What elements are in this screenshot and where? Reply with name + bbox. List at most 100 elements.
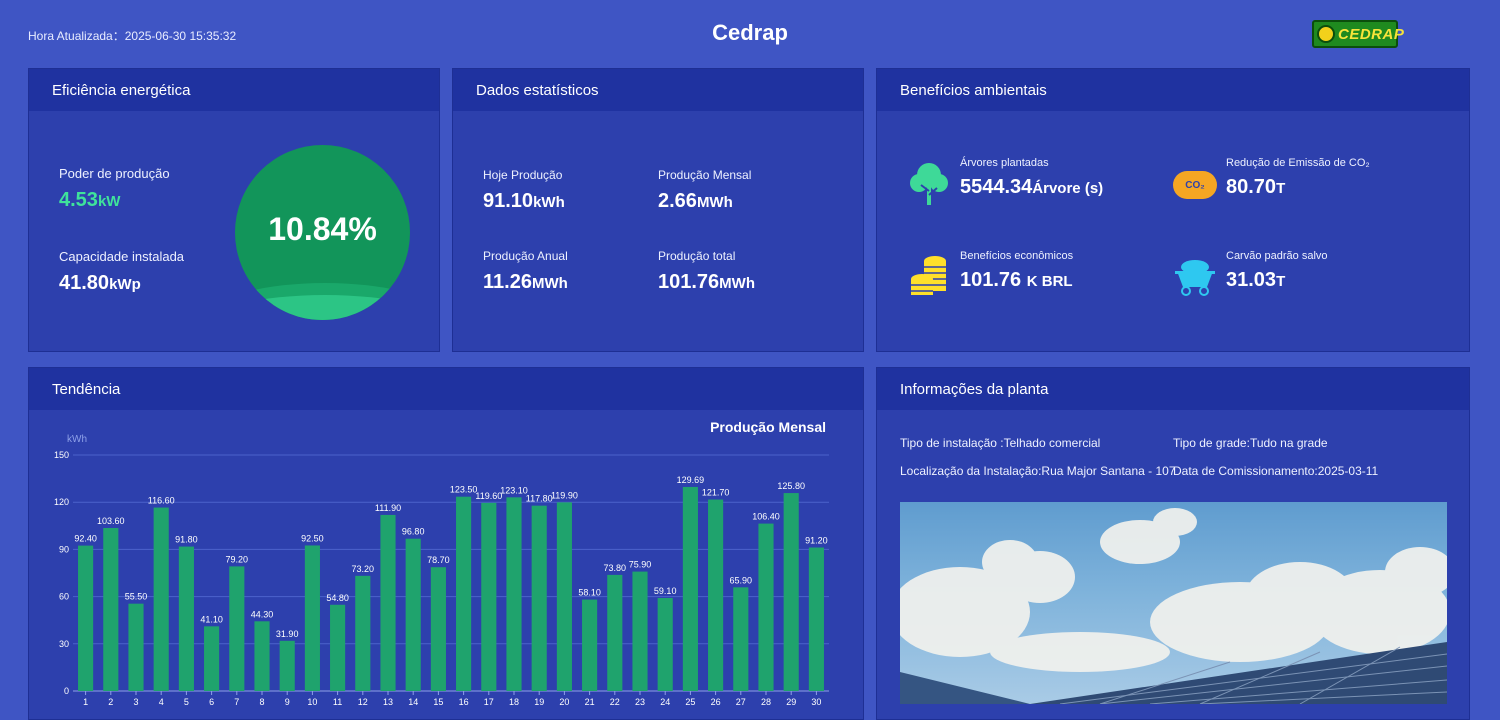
bar-data-label: 111.90 <box>375 503 401 513</box>
chart-bar <box>254 621 270 691</box>
trend-panel: Tendência Produção Mensal kWh 0 30 60 90 120 15… <box>28 367 864 720</box>
x-tick-label: 22 <box>610 697 620 707</box>
bar-data-label: 119.90 <box>551 490 578 500</box>
chart-bar <box>405 538 421 691</box>
bar-data-label: 91.20 <box>805 536 828 546</box>
x-tick-label: 26 <box>711 697 721 707</box>
chart-bar <box>808 547 824 691</box>
bar-data-label: 58.10 <box>578 588 601 598</box>
trend-panel-title: Tendência <box>29 368 863 410</box>
capacity-label: Capacidade instalada <box>59 249 185 264</box>
annual-production-label: Produção Anual <box>483 249 568 263</box>
trees-value: 5544.34Árvore (s) <box>960 176 1104 198</box>
bar-data-label: 92.50 <box>301 533 324 543</box>
x-tick-label: 24 <box>660 697 670 707</box>
chart-bar <box>153 507 169 691</box>
chart-bar <box>733 587 749 691</box>
monthly-production-label: Produção Mensal <box>658 168 752 182</box>
chart-bar <box>708 499 724 691</box>
y-tick-label: 30 <box>59 639 69 649</box>
x-tick-label: 27 <box>736 697 746 707</box>
bar-data-label: 116.60 <box>148 496 175 506</box>
efficiency-ratio: 10.84% <box>268 211 377 247</box>
y-tick-label: 150 <box>54 450 69 460</box>
bar-data-label: 78.70 <box>427 555 450 565</box>
bar-data-label: 92.40 <box>74 534 97 544</box>
bar-data-label: 65.90 <box>730 575 753 585</box>
coal-saved-value: 31.03T <box>1226 269 1286 291</box>
coal-saved-label: Carvão padrão salvo <box>1226 250 1328 262</box>
bar-data-label: 123.10 <box>500 485 528 495</box>
chart-bar <box>380 514 396 691</box>
co2-cloud-icon: CO₂ <box>1173 171 1217 199</box>
plant-info-panel: Informações da planta Tipo de instalação… <box>876 367 1470 720</box>
chart-bar <box>682 486 698 691</box>
logo-mark-icon <box>1317 25 1335 43</box>
x-tick-label: 11 <box>333 697 342 707</box>
y-tick-label: 90 <box>59 544 69 554</box>
chart-bar <box>481 502 497 691</box>
chart-bar <box>657 598 673 691</box>
x-tick-label: 2 <box>108 697 113 707</box>
top-bar: Hora Atualizada：2025-06-30 15:35:32 Cedr… <box>0 0 1500 66</box>
logo-text: CEDRAP <box>1338 25 1405 43</box>
commissioning-date: Data de Comissionamento:2025-03-11 <box>1173 464 1379 478</box>
today-production-value: 91.10kWh <box>483 190 565 212</box>
x-tick-label: 25 <box>685 697 695 707</box>
x-tick-label: 12 <box>358 697 368 707</box>
chart-bar <box>430 567 446 691</box>
chart-bar <box>279 640 295 691</box>
bar-data-label: 96.80 <box>402 527 425 537</box>
tree-icon <box>910 163 948 205</box>
bar-data-label: 44.30 <box>251 609 274 619</box>
x-tick-label: 23 <box>635 697 645 707</box>
x-tick-label: 18 <box>509 697 519 707</box>
gauge-wave-front <box>235 295 410 320</box>
bar-data-label: 75.90 <box>629 560 652 570</box>
y-axis-unit-label: kWh <box>67 434 87 445</box>
bar-data-label: 119.60 <box>475 491 502 501</box>
chart-title: Produção Mensal <box>710 419 826 435</box>
chart-bar <box>304 545 320 691</box>
annual-production-value: 11.26MWh <box>483 271 568 293</box>
environment-panel: Benefícios ambientais Árvores plantadas … <box>876 68 1470 352</box>
statistics-panel: Dados estatísticos Hoje Produção 91.10kW… <box>452 68 864 352</box>
x-tick-label: 7 <box>234 697 239 707</box>
bar-data-label: 54.80 <box>326 593 349 603</box>
x-tick-label: 5 <box>184 697 189 707</box>
bar-data-label: 91.80 <box>175 535 198 545</box>
x-tick-label: 4 <box>159 697 164 707</box>
grid-type: Tipo de grade:Tudo na grade <box>1173 436 1328 450</box>
chart-bar <box>531 505 547 691</box>
chart-bar <box>582 599 598 691</box>
efficiency-gauge: 10.84% <box>235 145 410 320</box>
x-tick-label: 8 <box>259 697 264 707</box>
x-tick-label: 1 <box>83 697 88 707</box>
y-tick-label: 0 <box>64 686 69 696</box>
bar-data-label: 41.10 <box>200 614 223 624</box>
chart-bar <box>783 493 799 691</box>
brand-logo: CEDRAP <box>1312 20 1404 48</box>
chart-bar <box>178 546 194 691</box>
chart-bar <box>506 497 522 691</box>
efficiency-panel-title: Eficiência energética <box>29 69 439 111</box>
chart-bar <box>204 626 220 691</box>
chart-bar <box>330 604 346 691</box>
efficiency-panel: Eficiência energética Poder de produção … <box>28 68 440 352</box>
x-tick-label: 6 <box>209 697 214 707</box>
total-production-value: 101.76MWh <box>658 271 755 293</box>
chart-bar <box>128 603 144 691</box>
installation-type: Tipo de instalação :Telhado comercial <box>900 436 1101 450</box>
bar-data-label: 55.50 <box>125 592 148 602</box>
chart-bar <box>103 528 119 691</box>
chart-bar <box>556 502 572 691</box>
economic-benefits-value: 101.76 K BRL <box>960 269 1073 291</box>
chart-bar <box>78 545 94 691</box>
co2-reduction-label: Redução de Emissão de CO₂ <box>1226 157 1370 169</box>
x-tick-label: 21 <box>585 697 595 707</box>
coal-cart-icon <box>1175 260 1215 296</box>
bar-data-label: 59.10 <box>654 586 677 596</box>
x-tick-label: 15 <box>433 697 443 707</box>
coins-icon <box>911 256 946 295</box>
x-tick-label: 14 <box>408 697 418 707</box>
